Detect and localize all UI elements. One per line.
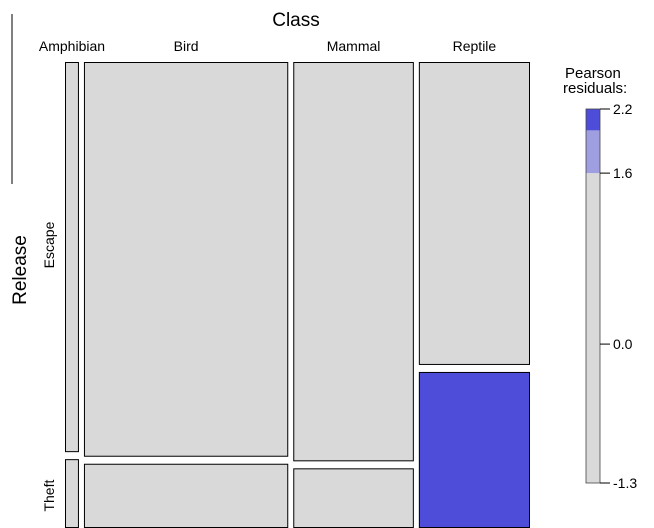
legend-bar-outline <box>585 108 601 484</box>
tile-reptile-escape <box>418 62 531 365</box>
legend-title-line-1: Pearson <box>565 65 621 82</box>
tile-bird-escape <box>83 62 289 457</box>
row-label-escape: Escape <box>41 221 57 268</box>
col-labels: Amphibian Bird Mammal Reptile <box>39 38 497 54</box>
tile-mammal-theft <box>293 468 414 528</box>
col-label-amphibian: Amphibian <box>39 38 105 54</box>
legend-ticks: 2.2 1.6 0.0 -1.3 <box>600 101 637 491</box>
legend-band-1 <box>586 173 600 483</box>
row-label-theft: Theft <box>41 480 57 512</box>
legend-tick-label: 2.2 <box>613 101 633 117</box>
col-label-reptile: Reptile <box>453 38 497 54</box>
row-variable-title: Release <box>10 235 31 305</box>
tile-amphibian-escape <box>65 62 79 453</box>
tile-mammal-escape <box>293 62 414 462</box>
legend-tick-label: 0.0 <box>613 336 633 352</box>
row-labels: Escape Theft <box>41 221 57 511</box>
col-label-mammal: Mammal <box>327 38 381 54</box>
tile-bird-theft <box>83 463 289 528</box>
legend-tick-label: -1.3 <box>613 475 637 491</box>
legend-band-2 <box>586 130 600 174</box>
tile-amphibian-theft <box>65 459 79 528</box>
legend-tick-label: 1.6 <box>613 165 633 181</box>
legend-band-3 <box>586 109 600 131</box>
legend-color-bar <box>585 108 601 484</box>
tile-reptile-theft <box>418 371 531 528</box>
residual-legend: Pearson residuals: 2.2 1.6 0.0 -1.3 <box>563 65 637 491</box>
mosaic-tiles <box>65 62 531 528</box>
col-variable-title: Class <box>272 10 320 31</box>
col-label-bird: Bird <box>174 38 199 54</box>
legend-title-line-2: residuals: <box>563 80 627 97</box>
